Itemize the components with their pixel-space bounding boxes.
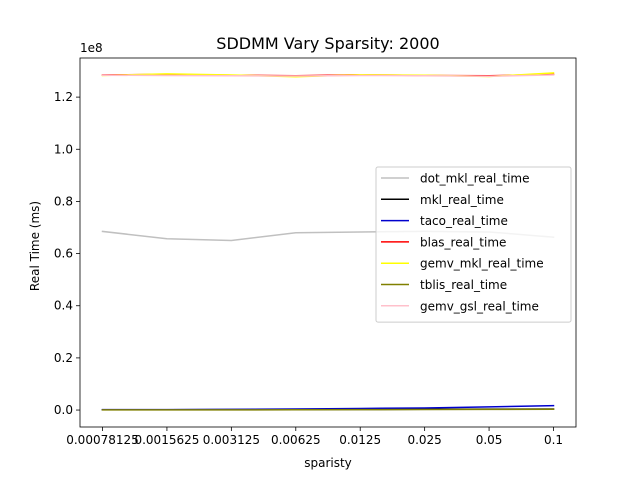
y-tick-label: 0.4 [54,299,73,313]
legend-label-taco_real_time: taco_real_time [420,214,508,228]
legend-label-gemv_mkl_real_time: gemv_mkl_real_time [420,257,544,271]
y-tick-label: 0.2 [54,351,73,365]
y-tick-label: 0.0 [54,403,73,417]
legend-box [375,166,572,323]
chart-title: SDDMM Vary Sparsity: 2000 [216,34,439,53]
x-tick-label: 0.0125 [339,433,381,447]
series-line-tblis_real_time [101,408,555,411]
legend-label-blas_real_time: blas_real_time [420,235,506,249]
x-tick-label: 0.025 [407,433,441,447]
y-tick-label: 0.6 [54,247,73,261]
x-tick-label: 0.00625 [271,433,321,447]
legend-label-mkl_real_time: mkl_real_time [420,193,504,207]
legend-label-gemv_gsl_real_time: gemv_gsl_real_time [420,299,539,313]
x-tick-label: 0.00078125 [66,433,139,447]
y-tick-label: 1.2 [54,90,73,104]
y-tick-label: 0.8 [54,194,73,208]
x-tick-label: 0.0015625 [134,433,199,447]
y-tick-label: 1.0 [54,142,73,156]
x-axis-label: sparisty [304,456,352,470]
legend-label-tblis_real_time: tblis_real_time [420,278,507,292]
plot-frame [79,57,577,428]
y-axis-offset-label: 1e8 [80,41,103,55]
x-tick-label: 0.003125 [203,433,260,447]
x-tick-label: 0.1 [544,433,563,447]
series-line-gemv_gsl_real_time [101,74,555,77]
legend: dot_mkl_real_time mkl_real_time taco_real_… [375,166,572,323]
legend-label-dot_mkl_real_time: dot_mkl_real_time [420,172,530,186]
y-axis-label: Real Time (ms) [28,201,42,291]
x-tick-label: 0.05 [476,433,503,447]
series-layer [101,72,555,411]
